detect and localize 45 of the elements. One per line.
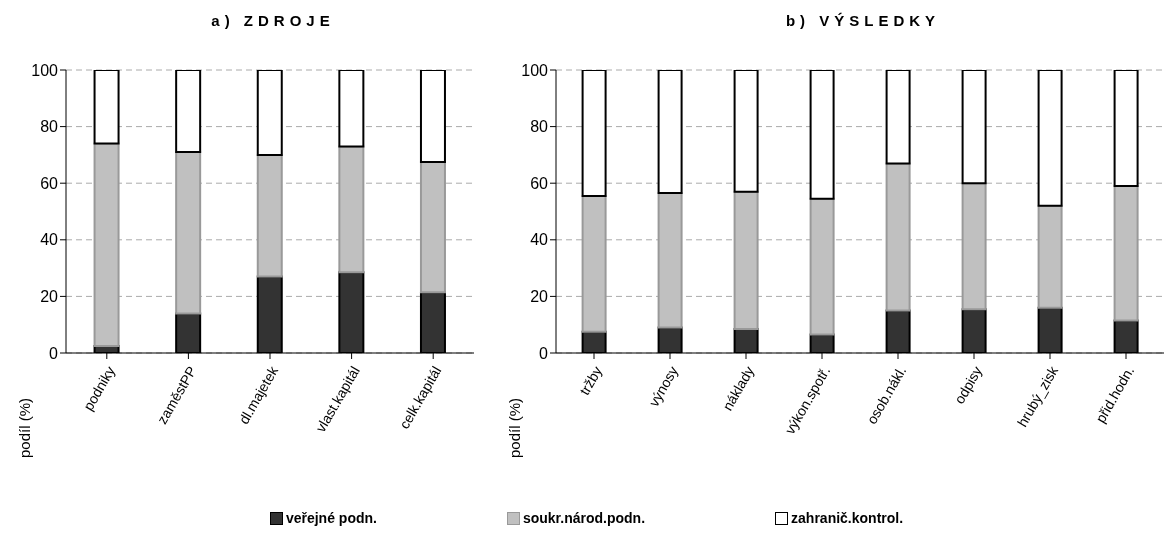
bar: [581, 194, 607, 333]
bar: [733, 70, 759, 193]
bar: [657, 70, 683, 195]
bar: [93, 70, 120, 145]
bar: [175, 151, 202, 315]
y-tick-label: 0: [49, 344, 59, 362]
bar: [1113, 185, 1139, 322]
y-tick-label: 40: [40, 231, 59, 249]
legend-label: zahranič.kontrol.: [791, 510, 904, 526]
y-tick-label: 0: [539, 344, 549, 362]
bar: [419, 70, 446, 163]
y-tick-label: 60: [530, 174, 549, 192]
bar: [657, 192, 683, 329]
y-tick-label: 100: [521, 61, 549, 79]
bar: [733, 190, 759, 330]
bar: [809, 70, 835, 200]
y-axis-title: podíl (%): [16, 397, 33, 458]
y-tick-label: 40: [530, 231, 549, 249]
bar: [1113, 70, 1139, 188]
bar: [338, 145, 365, 274]
bar: [256, 70, 283, 156]
bar: [581, 70, 607, 197]
legend-label: soukr.národ.podn.: [522, 510, 646, 526]
bar: [961, 182, 987, 311]
bar: [1037, 70, 1063, 207]
y-tick-label: 80: [40, 118, 59, 136]
chart-title: b) VÝSLEDKY: [784, 12, 942, 29]
bar: [809, 197, 835, 336]
chart-title: a) ZDROJE: [210, 12, 336, 29]
bar: [256, 153, 283, 278]
y-axis-title: podíl (%): [506, 397, 523, 458]
bar: [1037, 204, 1063, 309]
bar: [419, 160, 446, 294]
y-tick-label: 60: [40, 174, 59, 192]
bar: [885, 162, 911, 312]
bar: [961, 70, 987, 185]
legend-label: veřejné podn.: [285, 510, 377, 526]
bar: [93, 142, 120, 347]
y-tick-label: 20: [40, 288, 59, 306]
y-tick-label: 100: [31, 61, 59, 79]
bar: [885, 70, 911, 165]
y-tick-label: 20: [530, 288, 549, 306]
bar: [338, 70, 365, 148]
bar: [175, 70, 202, 154]
y-tick-label: 80: [530, 118, 549, 136]
